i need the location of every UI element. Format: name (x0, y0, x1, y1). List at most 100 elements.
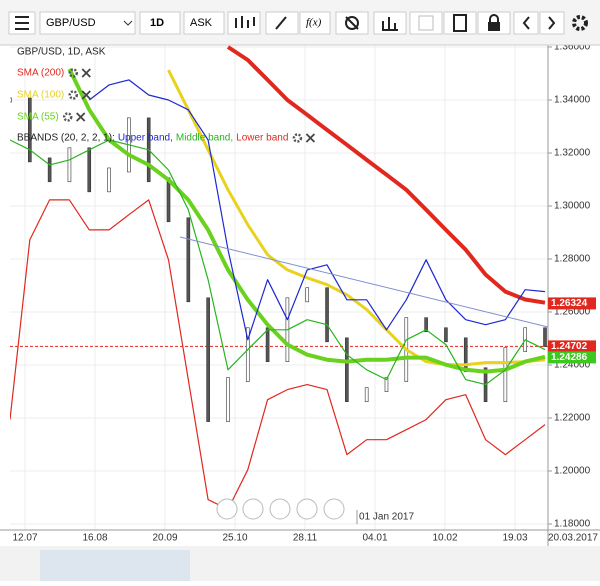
settings-icon[interactable] (292, 133, 303, 143)
y-tick-label: 1.36000 (554, 42, 591, 53)
candle (47, 157, 52, 183)
period-button[interactable]: 1D (139, 11, 181, 35)
y-tick-label: 1.32000 (554, 148, 591, 159)
candle (265, 327, 270, 363)
price-label: 1.26324 (551, 298, 588, 309)
x-tick-label: 12.07 (12, 533, 37, 544)
price-label-bg (548, 297, 596, 310)
y-tick-label: 1.26000 (554, 307, 591, 318)
svg-text:f(x): f(x) (306, 17, 322, 29)
draw-button[interactable] (265, 11, 299, 35)
indicator-line (88, 79, 546, 341)
toolbar: GBP/USD 1D ASK f(x) (0, 0, 600, 46)
date-marker-label: 01 Jan 2017 (359, 512, 414, 523)
candle (10, 97, 12, 103)
calendar-button[interactable] (409, 11, 443, 35)
candle (87, 147, 92, 193)
trend-line[interactable] (179, 236, 549, 328)
price-type: ASK (190, 17, 213, 29)
legend-entry: SMA (100) (17, 90, 64, 101)
candle (364, 387, 369, 403)
indicator-line (167, 69, 546, 367)
candle (107, 167, 111, 193)
candle (245, 327, 250, 382)
candle (503, 347, 508, 403)
indicator-line (10, 139, 546, 386)
zoom-controls (216, 498, 345, 520)
settings-icon[interactable] (68, 90, 78, 100)
y-tick-label: 1.34000 (554, 95, 591, 106)
volume-button[interactable] (373, 11, 407, 35)
calculator-button[interactable] (443, 11, 477, 35)
next-button[interactable] (539, 11, 565, 35)
legend-entry: GBP/USD, 1D, ASK (17, 47, 106, 58)
chart-type-button[interactable] (227, 11, 261, 35)
legend-bbands: BBANDS (20, 2, 2, 1): (17, 133, 115, 144)
remove-icon[interactable] (81, 90, 91, 100)
symbol: GBP/USD (46, 17, 96, 29)
zoom-reset[interactable] (269, 498, 291, 520)
menu-button[interactable] (8, 11, 36, 35)
x-tick-label: 25.10 (222, 533, 247, 544)
indicator-line (226, 45, 546, 305)
legend-entry: Upper band, (118, 133, 173, 144)
candle (186, 217, 191, 303)
candle (543, 327, 547, 347)
indicator-line (10, 199, 546, 510)
candle (305, 287, 310, 303)
candle (226, 377, 230, 422)
x-tick-label: 04.01 (362, 533, 387, 544)
legend-entry: Lower band (236, 133, 288, 144)
y-tick-label: 1.30000 (554, 201, 591, 212)
x-tick-label: 28.11 (293, 533, 318, 544)
x-tick-label: 19.03 (502, 533, 527, 544)
remove-icon[interactable] (76, 112, 86, 122)
settings-icon[interactable] (68, 68, 78, 78)
price-type-button[interactable]: ASK (183, 11, 225, 35)
candle (424, 317, 428, 333)
y-tick-label: 1.22000 (554, 413, 591, 424)
navigator-area (40, 550, 190, 581)
x-tick-label: 20.09 (152, 533, 177, 544)
candle (384, 377, 389, 392)
candle (28, 97, 32, 163)
current-date: 20.03.2017 (548, 533, 598, 544)
legend-entry: Middle band, (176, 133, 233, 144)
candle (444, 327, 448, 343)
candle (206, 297, 210, 422)
scroll-right[interactable] (323, 498, 345, 520)
price-label: 1.24702 (551, 341, 588, 352)
settings-icon[interactable] (62, 112, 73, 122)
candle (345, 337, 349, 403)
zoom-out[interactable] (242, 498, 264, 520)
x-tick-label: 16.08 (82, 533, 107, 544)
price-label: 1.24286 (551, 352, 588, 363)
y-tick-label: 1.28000 (554, 254, 591, 265)
period: 1D (150, 17, 164, 29)
y-tick-label: 1.18000 (554, 519, 591, 530)
candle (463, 337, 468, 373)
plot: 1.18000 1.20000 1.22000 1.24000 1.26000 1.280… (0, 42, 600, 546)
candle (166, 177, 171, 223)
scroll-left[interactable] (216, 498, 238, 520)
price-label-bg (548, 351, 596, 364)
settings-button[interactable] (572, 15, 588, 31)
indicator-button[interactable]: f(x) (299, 11, 331, 35)
remove-icon[interactable] (305, 133, 316, 143)
indicator-line (67, 68, 546, 374)
x-tick-label: 10.02 (432, 533, 457, 544)
candle (67, 147, 72, 183)
lock-button[interactable] (477, 11, 511, 35)
series-layer (10, 45, 547, 510)
candle (325, 287, 329, 343)
remove-icon[interactable] (81, 68, 91, 78)
tools-button[interactable] (335, 11, 369, 35)
y-tick-label: 1.24000 (554, 360, 591, 371)
price-label-bg (548, 340, 596, 353)
symbol-dropdown[interactable]: GBP/USD (39, 11, 136, 35)
y-tick-label: 1.20000 (554, 466, 591, 477)
zoom-in[interactable] (296, 498, 318, 520)
prev-button[interactable] (513, 11, 539, 35)
